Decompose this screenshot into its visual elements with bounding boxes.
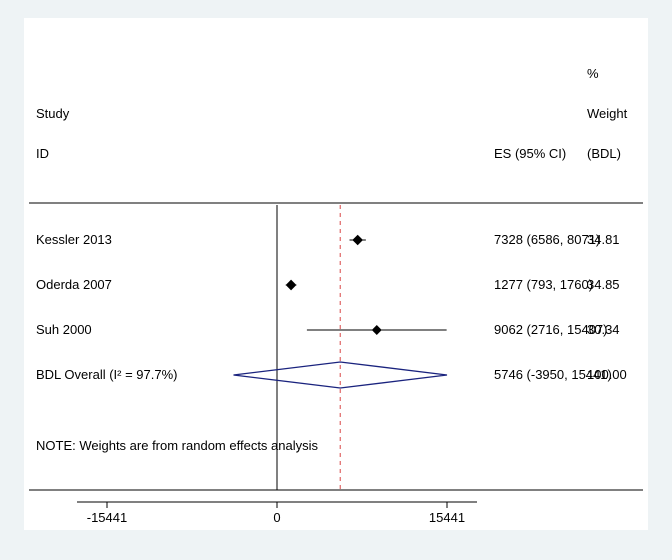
study-label: Suh 2000	[36, 322, 92, 337]
overall-weight: 100.00	[587, 367, 627, 382]
study-marker	[352, 235, 363, 246]
header-id: ID	[36, 146, 49, 161]
note-text: NOTE: Weights are from random effects an…	[36, 438, 319, 453]
study-weight: 34.85	[587, 277, 620, 292]
study-label: Oderda 2007	[36, 277, 112, 292]
forest-plot-panel: % Study Weight ID ES (95% CI) (BDL) Kessler 20…	[24, 18, 648, 530]
overall-label: BDL Overall (I² = 97.7%)	[36, 367, 177, 382]
study-weight: 30.34	[587, 322, 620, 337]
study-es-text: 7328 (6586, 8071)	[494, 232, 600, 247]
study-marker	[286, 280, 297, 291]
x-tick-label: -15441	[87, 510, 127, 525]
study-weight: 34.81	[587, 232, 620, 247]
header-weight: Weight	[587, 106, 628, 121]
forest-plot-svg: % Study Weight ID ES (95% CI) (BDL) Kessler 20…	[24, 18, 648, 530]
header-percent: %	[587, 66, 599, 81]
header-es: ES (95% CI)	[494, 146, 566, 161]
study-marker	[372, 325, 382, 335]
x-tick-label: 0	[273, 510, 280, 525]
study-label: Kessler 2013	[36, 232, 112, 247]
study-es-text: 1277 (793, 1760)	[494, 277, 593, 292]
x-tick-label: 15441	[429, 510, 465, 525]
page-background: % Study Weight ID ES (95% CI) (BDL) Kessler 20…	[0, 0, 672, 560]
header-study: Study	[36, 106, 70, 121]
header-bdl: (BDL)	[587, 146, 621, 161]
